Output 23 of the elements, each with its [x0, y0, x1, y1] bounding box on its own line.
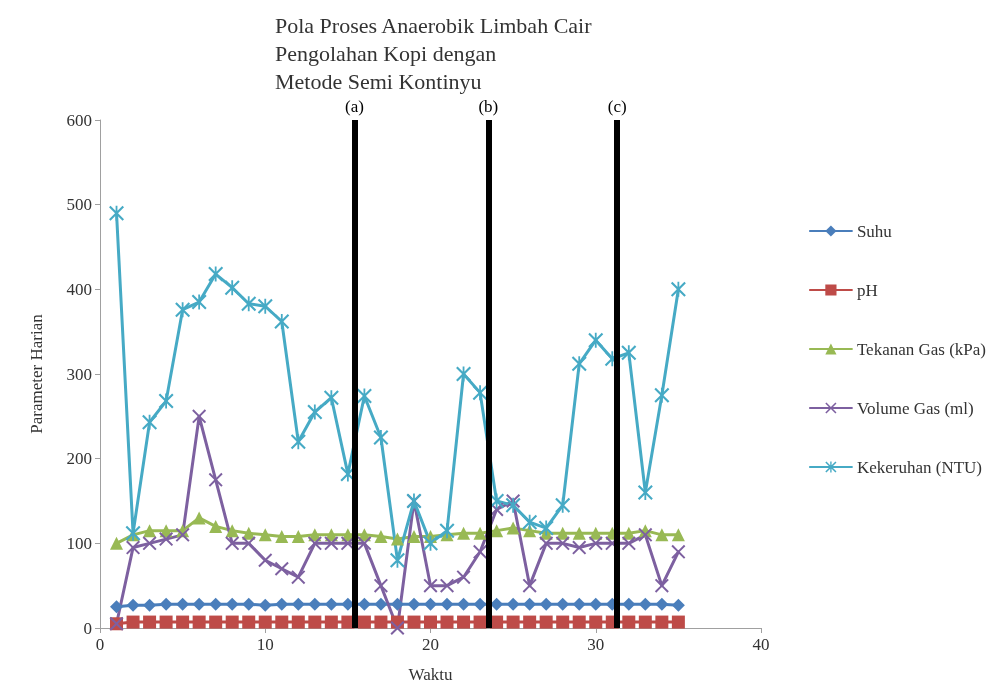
x-tick-label: 40 — [752, 635, 770, 654]
y-tick-label: 200 — [66, 449, 92, 469]
legend-label: Kekeruhan (NTU) — [856, 457, 982, 477]
x-tick-label: 10 — [256, 635, 274, 654]
ref-line-label: (c) — [607, 97, 627, 116]
y-tick-label: 400 — [66, 279, 92, 299]
ref-line-label: (a) — [345, 97, 364, 116]
legend-label: Suhu — [856, 221, 893, 241]
ref-line-label: (b) — [478, 97, 499, 116]
chart-title: Pola Proses Anaerobik Limbah Cair Pengolahan Kopi dengan Metode Semi Kontinyu — [275, 12, 593, 94]
y-tick-label: 600 — [66, 110, 92, 130]
y-tick-label: 500 — [66, 195, 92, 215]
legend-label: pH — [856, 280, 878, 300]
x-axis-title: Waktu — [408, 665, 453, 684]
y-tick-label: 100 — [66, 533, 92, 553]
x-tick-label: 30 — [587, 635, 605, 654]
y-axis-title: Parameter Harian — [27, 313, 46, 434]
x-tick-label: 20 — [422, 635, 439, 654]
x-tick-label: 0 — [95, 635, 105, 654]
legend-label: Volume Gas (ml) — [856, 398, 974, 418]
y-tick-label: 300 — [66, 364, 92, 384]
y-tick-label: 0 — [83, 618, 92, 638]
legend-label: Tekanan Gas (kPa) — [856, 339, 986, 359]
